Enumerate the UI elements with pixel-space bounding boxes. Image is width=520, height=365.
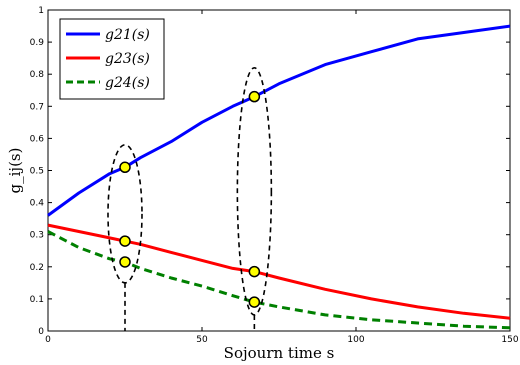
- y-tick-label: 0.3: [30, 231, 44, 241]
- data-point: [248, 90, 261, 103]
- y-tick-label: 0.8: [30, 70, 45, 80]
- x-tick-label: 100: [347, 335, 364, 345]
- data-point: [248, 296, 261, 308]
- y-tick-label: 0.2: [30, 263, 44, 273]
- legend-label: g23(s): [105, 51, 150, 67]
- data-point: [119, 235, 131, 247]
- data-point: [119, 256, 131, 268]
- y-tick-label: 0.4: [30, 199, 45, 209]
- data-point: [119, 161, 131, 174]
- x-tick-label: 50: [196, 335, 208, 345]
- y-tick-label: 0.5: [30, 167, 44, 177]
- y-tick-label: 0.9: [30, 38, 45, 48]
- y-axis-title: g_ij(s): [6, 148, 24, 194]
- series-line: [47, 230, 511, 330]
- y-tick-label: 1: [38, 6, 44, 16]
- y-tick-label: 0.6: [30, 134, 45, 144]
- series-line: [47, 223, 511, 320]
- x-tick-label: 0: [45, 335, 51, 345]
- legend-label: g24(s): [105, 75, 150, 91]
- x-tick-label: 150: [501, 335, 518, 345]
- series-line: [47, 24, 511, 217]
- y-tick-label: 0: [38, 327, 44, 337]
- y-tick-label: 0.7: [30, 102, 44, 112]
- y-tick-label: 0.1: [30, 295, 44, 305]
- x-axis-title: Sojourn time s: [224, 344, 335, 362]
- data-point: [248, 265, 261, 278]
- legend-label: g21(s): [105, 27, 150, 43]
